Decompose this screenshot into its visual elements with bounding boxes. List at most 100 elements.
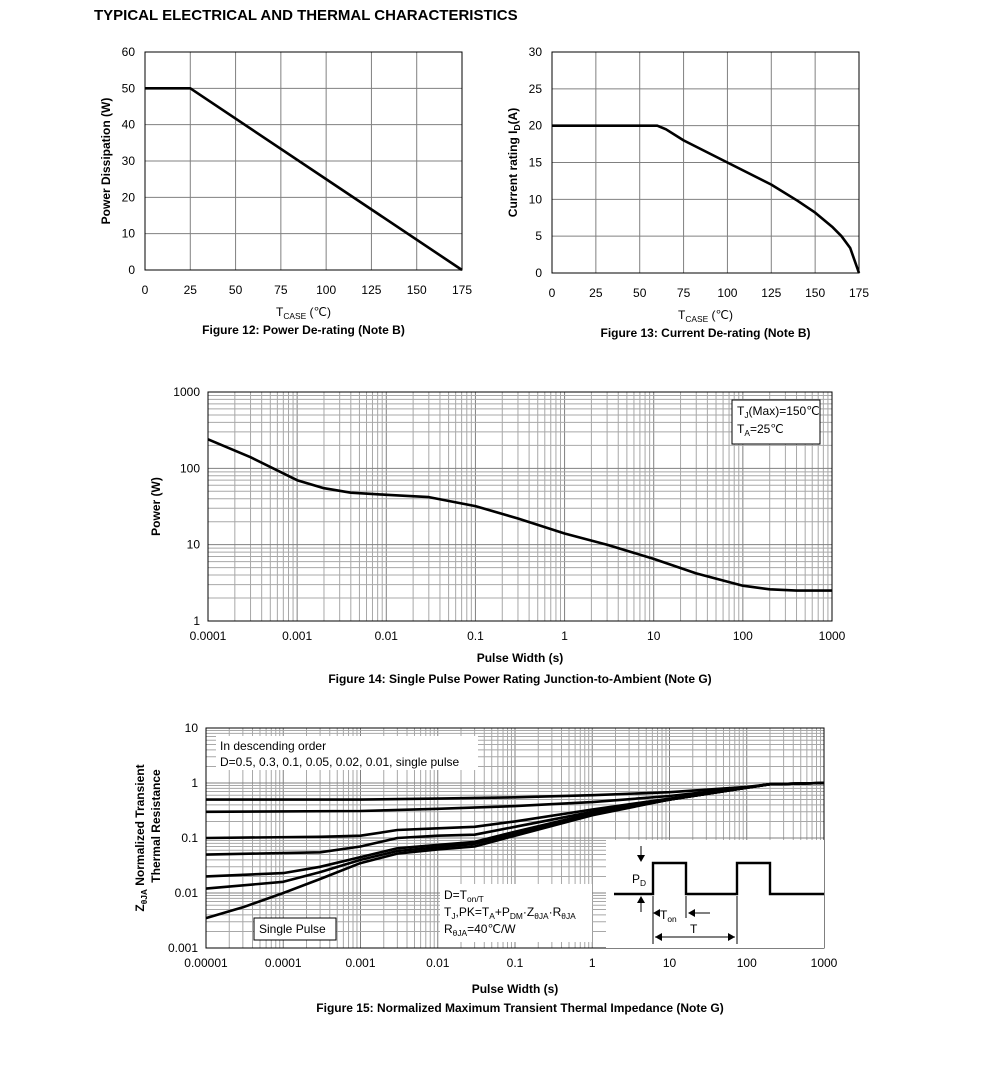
x-tick-label: 0.001 bbox=[282, 629, 312, 643]
x-tick-label: 0.1 bbox=[507, 956, 524, 970]
formula-box bbox=[440, 884, 592, 942]
x-tick-label: 10 bbox=[663, 956, 677, 970]
plot-frame bbox=[551, 51, 860, 274]
annotation-tj: TJ​(Max)=150℃ bbox=[737, 404, 820, 420]
fig15-chart: 0.00001 0.0001 0.001 0.01 0.1 1 10 100 1000 0.001… bbox=[133, 721, 838, 1015]
formula-line: RθJA​=40℃/W bbox=[444, 922, 516, 938]
pd-arrowhead-bottom bbox=[637, 896, 645, 903]
y-tick-label: 60 bbox=[122, 45, 136, 59]
formula-line: TJ​,PK=TA​+PDM​·ZθJA​·RθJA​ bbox=[444, 905, 576, 921]
x-tick-label: 0 bbox=[549, 286, 556, 300]
y-axis-label: Power Dissipation (W) bbox=[99, 98, 113, 225]
x-tick-label: 150 bbox=[805, 286, 825, 300]
y-tick-label: 15 bbox=[529, 156, 543, 170]
y-tick-label: 20 bbox=[122, 190, 136, 204]
x-tick-label: 0.00001 bbox=[184, 956, 228, 970]
y-tick-label: 100 bbox=[180, 461, 200, 475]
page-title: TYPICAL ELECTRICAL AND THERMAL CHARACTER… bbox=[94, 7, 518, 24]
x-tick-label: 1000 bbox=[811, 956, 838, 970]
y-tick-label: 0 bbox=[535, 266, 542, 280]
pulse-waveform-inset: PD​ Ton​ T bbox=[606, 840, 824, 948]
y-tick-label: 10 bbox=[187, 538, 201, 552]
x-tick-label: 1000 bbox=[819, 629, 846, 643]
plot-frame bbox=[144, 51, 463, 271]
x-tick-label: 125 bbox=[761, 286, 781, 300]
plot-frame bbox=[207, 391, 833, 622]
pd-label: PD​ bbox=[632, 872, 646, 888]
pulse-waveform bbox=[614, 861, 824, 896]
y-axis-label-line-1: ZθJA​ Normalized Transient bbox=[133, 764, 149, 911]
y-tick-label: 0 bbox=[128, 263, 135, 277]
y-tick-label: 0.01 bbox=[175, 886, 199, 900]
x-tick-label: 100 bbox=[717, 286, 737, 300]
series-line bbox=[145, 87, 463, 272]
y-axis-label: Current rating ID​(A) bbox=[506, 108, 522, 217]
x-axis-label: Pulse Width (s) bbox=[472, 982, 559, 996]
y-tick-label: 1 bbox=[191, 776, 198, 790]
series-line bbox=[552, 124, 861, 274]
figure-caption: Figure 15: Normalized Maximum Transient … bbox=[316, 1001, 723, 1015]
x-tick-label: 25 bbox=[184, 283, 198, 297]
x-tick-label: 125 bbox=[361, 283, 381, 297]
x-tick-label: 0.01 bbox=[426, 956, 450, 970]
single-pulse-label: Single Pulse bbox=[259, 922, 326, 936]
y-tick-label: 25 bbox=[529, 82, 543, 96]
x-tick-label: 10 bbox=[647, 629, 661, 643]
x-tick-label: 0.1 bbox=[467, 629, 484, 643]
y-tick-label: 50 bbox=[122, 81, 136, 95]
x-tick-label: 175 bbox=[849, 286, 869, 300]
x-axis-label: TCASE​ (℃) bbox=[276, 305, 331, 321]
y-tick-label: 30 bbox=[122, 154, 136, 168]
x-tick-label: 0.01 bbox=[375, 629, 399, 643]
x-tick-label: 0.0001 bbox=[265, 956, 302, 970]
x-tick-label: 75 bbox=[274, 283, 288, 297]
fig13-chart: 0 25 50 75 100 125 150 175 0 5 10 15 20 25 30 TCASE​ (℃… bbox=[506, 45, 869, 340]
y-tick-label: 40 bbox=[122, 118, 136, 132]
legend-box bbox=[216, 736, 478, 770]
x-tick-label: 75 bbox=[677, 286, 691, 300]
y-axis-label-line-2: Thermal Resistance bbox=[149, 769, 163, 883]
series-line bbox=[207, 438, 832, 592]
ton-arrowhead-left bbox=[653, 909, 660, 917]
y-axis-label: Power (W) bbox=[149, 477, 163, 536]
y-tick-label: 10 bbox=[122, 227, 136, 241]
y-tick-label: 5 bbox=[535, 229, 542, 243]
pd-arrowhead-top bbox=[637, 855, 645, 862]
figure-caption: Figure 12: Power De-rating (Note B) bbox=[202, 323, 405, 337]
x-tick-label: 0.0001 bbox=[190, 629, 227, 643]
formula-line: D=Ton/T​ bbox=[444, 888, 484, 904]
legend-line-1: In descending order bbox=[220, 739, 326, 753]
y-tick-label: 10 bbox=[529, 192, 543, 206]
series-line bbox=[205, 781, 825, 920]
annotation-box bbox=[731, 399, 821, 445]
y-tick-label: 20 bbox=[529, 119, 543, 133]
y-tick-label: 10 bbox=[185, 721, 199, 735]
y-tick-label: 1000 bbox=[173, 385, 200, 399]
x-tick-label: 25 bbox=[589, 286, 603, 300]
x-axis-label: Pulse Width (s) bbox=[477, 651, 564, 665]
x-tick-label: 1 bbox=[589, 956, 596, 970]
legend-line-2: D=0.5, 0.3, 0.1, 0.05, 0.02, 0.01, singl… bbox=[220, 755, 459, 769]
t-arrowhead-left bbox=[655, 933, 662, 941]
x-tick-label: 50 bbox=[229, 283, 243, 297]
x-tick-label: 50 bbox=[633, 286, 647, 300]
x-tick-label: 150 bbox=[407, 283, 427, 297]
y-tick-label: 30 bbox=[529, 45, 543, 59]
figure-caption: Figure 14: Single Pulse Power Rating Jun… bbox=[328, 672, 711, 686]
t-label: T bbox=[690, 922, 698, 936]
ton-label: Ton​ bbox=[660, 908, 677, 924]
fig14-chart: 0.0001 0.001 0.01 0.1 1 10 100 1000 1 10 100 1000 TJ… bbox=[149, 385, 846, 686]
x-axis-label: TCASE​ (℃) bbox=[678, 308, 733, 324]
y-tick-label: 0.1 bbox=[181, 831, 198, 845]
y-tick-label: 0.001 bbox=[168, 941, 198, 955]
annotation-ta: TA​=25℃ bbox=[737, 422, 784, 438]
figure-caption: Figure 13: Current De-rating (Note B) bbox=[600, 326, 810, 340]
y-tick-label: 1 bbox=[193, 614, 200, 628]
x-tick-label: 0 bbox=[142, 283, 149, 297]
fig12-chart: 0 25 50 75 100 125 150 175 0 10 20 30 40 50 60 TCASE​ (… bbox=[99, 45, 472, 337]
x-tick-label: 1 bbox=[561, 629, 568, 643]
x-tick-label: 175 bbox=[452, 283, 472, 297]
x-tick-label: 100 bbox=[737, 956, 757, 970]
t-arrowhead-right bbox=[728, 933, 735, 941]
